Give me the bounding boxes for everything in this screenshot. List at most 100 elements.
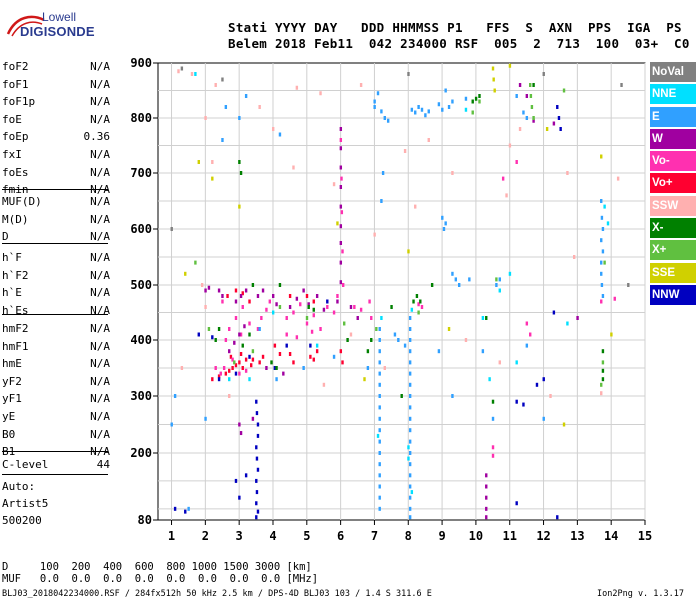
point-x-: [474, 96, 478, 101]
point-ssw: [295, 85, 299, 90]
point-nnw: [255, 515, 258, 520]
header-labels: Stati YYYY DAY DDD HHMMSS P1 FFS S AXN P…: [228, 20, 682, 35]
point-w: [204, 288, 207, 293]
point-e: [302, 366, 305, 370]
point-x-: [601, 349, 605, 354]
point-x-: [343, 321, 346, 326]
y-tick-label: 80: [138, 513, 152, 527]
param-row: foEs N/A: [2, 164, 110, 182]
x-tick-label: 2: [202, 529, 209, 543]
point-sse: [238, 204, 241, 209]
param-row: hmF2 N/A: [2, 320, 110, 338]
point-nne: [271, 310, 275, 315]
point-vo-: [244, 357, 248, 362]
legend-item-nnw: NNW: [650, 284, 696, 305]
param-row: foF2 N/A: [2, 58, 110, 76]
point-sse: [407, 249, 410, 254]
point-w: [233, 340, 236, 345]
point-w: [339, 241, 343, 245]
point-x-: [270, 360, 273, 365]
param-value: 0.36: [83, 130, 111, 144]
legend-item-w: W: [650, 128, 696, 149]
point-e: [397, 338, 400, 342]
point-nnw: [559, 127, 562, 131]
point-x-: [529, 94, 533, 98]
point-e: [376, 91, 380, 96]
point-w: [228, 349, 231, 354]
point-nnw: [556, 515, 559, 520]
point-e: [600, 215, 604, 220]
param-name: B0: [2, 427, 16, 441]
point-w: [336, 299, 339, 304]
legend-item-x-: X+: [650, 240, 696, 261]
point-x-: [233, 360, 236, 365]
point-x-: [491, 399, 495, 404]
point-nnw: [255, 490, 259, 495]
param-name: foF2: [2, 60, 29, 73]
point-e: [457, 283, 461, 287]
x-tick-label: 13: [570, 529, 584, 543]
point-vo-: [224, 338, 228, 342]
point-vo-: [268, 299, 272, 304]
y-tick-label: 900: [130, 56, 152, 70]
point-e: [441, 215, 444, 220]
point-e: [408, 416, 412, 421]
point-vo-: [305, 294, 309, 298]
point-e: [442, 227, 446, 231]
point-w: [485, 473, 488, 478]
param-value: N/A: [90, 339, 110, 353]
point-w: [315, 294, 319, 298]
point-vo-: [250, 363, 253, 368]
point-vo-: [234, 288, 238, 293]
point-nne: [380, 316, 383, 320]
point-w: [282, 371, 285, 376]
param-name: h`E: [2, 286, 22, 300]
point-vo-: [273, 343, 277, 348]
param-separator: [2, 474, 108, 475]
point-ssw: [600, 391, 603, 396]
point-e: [378, 382, 381, 387]
point-e: [244, 94, 248, 98]
param-value: N/A: [90, 286, 110, 300]
point-ssw: [332, 182, 336, 187]
param-name: foF1p: [2, 95, 36, 109]
point-vo-: [241, 366, 244, 370]
point-vo-: [265, 307, 268, 312]
point-e: [408, 462, 412, 467]
point-nnw: [556, 105, 559, 109]
point-ssw: [190, 72, 194, 76]
point-nnw: [542, 377, 545, 382]
param-row: B0 N/A: [2, 426, 110, 444]
point-nne: [603, 204, 606, 209]
point-x-: [601, 368, 605, 373]
point-sse: [491, 66, 495, 71]
point-w: [485, 495, 488, 500]
point-e: [378, 416, 381, 421]
point-vo-: [238, 371, 241, 376]
param-value: N/A: [90, 195, 110, 208]
header-values: Belem 2018 Feb11 042 234000 RSF 005 2 71…: [228, 36, 690, 51]
point-e: [408, 451, 412, 455]
point-e: [408, 316, 412, 320]
point-ssw: [498, 360, 501, 365]
point-vo-: [529, 332, 532, 337]
point-e: [373, 99, 376, 104]
point-vo-: [319, 327, 322, 331]
param-value: N/A: [90, 165, 110, 179]
point-e: [408, 495, 412, 500]
point-nnw: [285, 343, 288, 348]
point-vo-: [228, 327, 231, 331]
point-vo-: [417, 302, 420, 307]
point-sse: [211, 176, 214, 181]
param-value: N/A: [90, 112, 110, 126]
point-w: [217, 288, 221, 293]
point-vo-: [261, 354, 265, 359]
param-name: C-level: [2, 458, 49, 471]
legend-item-vo-: Vo+: [650, 173, 696, 194]
point-vo-: [224, 371, 228, 376]
point-e: [332, 354, 336, 359]
point-ssw: [373, 232, 376, 237]
point-e: [173, 394, 177, 398]
x-tick-label: 12: [536, 529, 550, 543]
point-ssw: [566, 171, 569, 175]
